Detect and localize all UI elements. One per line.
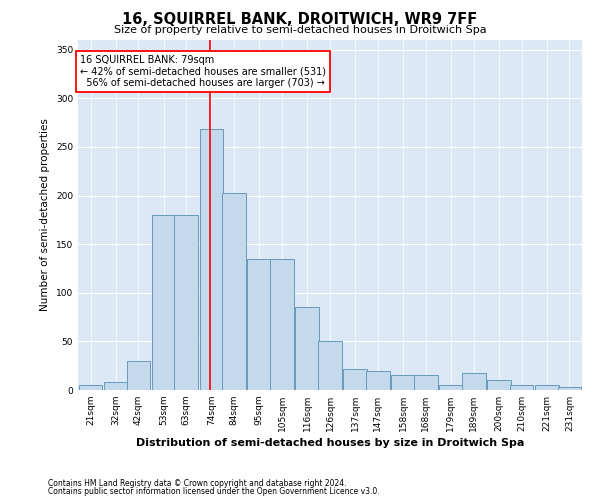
Bar <box>127 361 150 390</box>
Bar <box>270 259 294 390</box>
X-axis label: Distribution of semi-detached houses by size in Droitwich Spa: Distribution of semi-detached houses by … <box>136 438 524 448</box>
Bar <box>391 376 415 390</box>
Bar <box>295 308 319 390</box>
Bar <box>462 372 485 390</box>
Bar <box>104 382 127 390</box>
Text: 16, SQUIRREL BANK, DROITWICH, WR9 7FF: 16, SQUIRREL BANK, DROITWICH, WR9 7FF <box>122 12 478 28</box>
Bar <box>557 387 581 390</box>
Bar <box>487 380 511 390</box>
Text: Contains HM Land Registry data © Crown copyright and database right 2024.: Contains HM Land Registry data © Crown c… <box>48 478 347 488</box>
Bar <box>152 215 175 390</box>
Bar <box>223 192 246 390</box>
Bar <box>366 370 390 390</box>
Bar <box>414 376 437 390</box>
Text: Size of property relative to semi-detached houses in Droitwich Spa: Size of property relative to semi-detach… <box>113 25 487 35</box>
Text: 16 SQUIRREL BANK: 79sqm
← 42% of semi-detached houses are smaller (531)
  56% of: 16 SQUIRREL BANK: 79sqm ← 42% of semi-de… <box>80 54 326 88</box>
Bar <box>439 385 463 390</box>
Text: Contains public sector information licensed under the Open Government Licence v3: Contains public sector information licen… <box>48 487 380 496</box>
Bar <box>247 259 271 390</box>
Bar <box>510 385 533 390</box>
Bar <box>175 215 198 390</box>
Bar <box>318 342 342 390</box>
Bar <box>343 368 367 390</box>
Bar <box>535 385 559 390</box>
Y-axis label: Number of semi-detached properties: Number of semi-detached properties <box>40 118 50 312</box>
Bar <box>200 130 223 390</box>
Bar <box>79 385 103 390</box>
